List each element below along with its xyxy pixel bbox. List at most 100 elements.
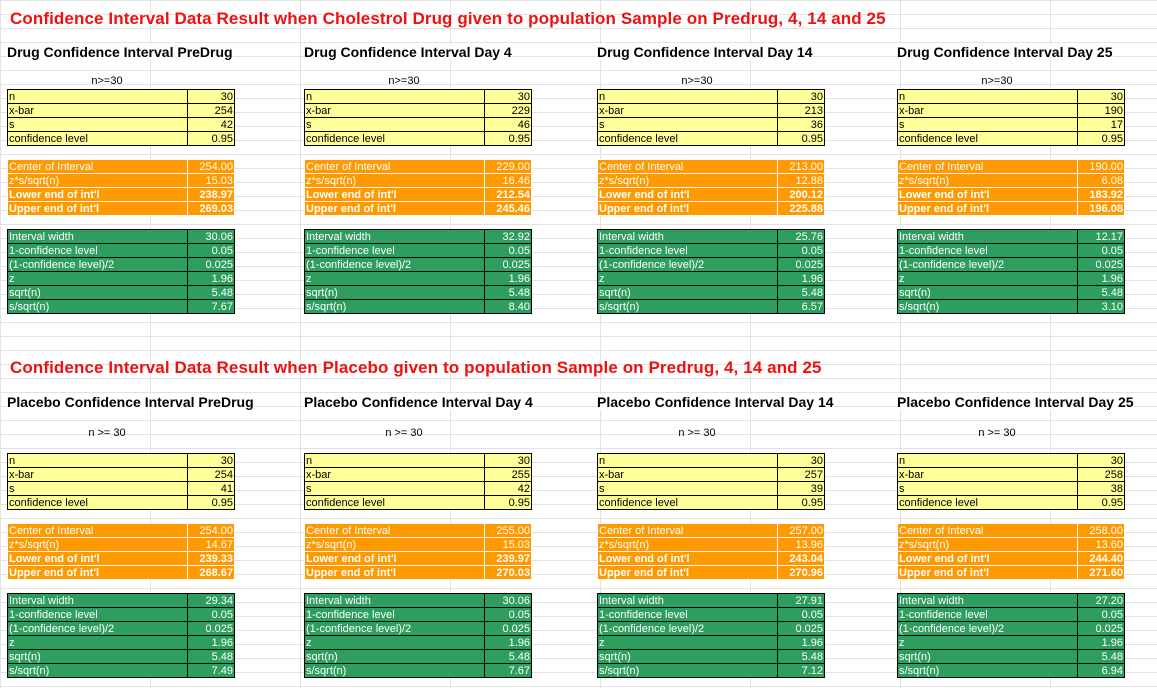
- row-value[interactable]: 6.94: [1101, 665, 1123, 677]
- row-label[interactable]: Center of Interval: [598, 160, 778, 173]
- row-value[interactable]: 12.88: [795, 175, 823, 187]
- row-label[interactable]: 1-confidence level: [598, 244, 778, 257]
- row-label[interactable]: Upper end of int'l: [8, 566, 188, 579]
- row-value[interactable]: 0.025: [205, 623, 233, 635]
- row-value[interactable]: 183.92: [1089, 189, 1123, 201]
- row-label[interactable]: z*s/sqrt(n): [898, 174, 1078, 187]
- row-label[interactable]: Center of Interval: [305, 160, 485, 173]
- row-label[interactable]: s: [598, 482, 778, 495]
- row-value[interactable]: 258.00: [1089, 525, 1123, 537]
- row-label[interactable]: s/sqrt(n): [898, 664, 1078, 677]
- row-value[interactable]: 1.96: [801, 273, 823, 285]
- row-label[interactable]: s: [305, 118, 485, 131]
- row-label[interactable]: sqrt(n): [898, 650, 1078, 663]
- row-value[interactable]: 258: [1104, 469, 1123, 481]
- row-label[interactable]: Interval width: [898, 230, 1078, 243]
- row-value[interactable]: 1.96: [1101, 273, 1123, 285]
- row-label[interactable]: 1-confidence level: [8, 244, 188, 257]
- row-label[interactable]: z: [898, 272, 1078, 285]
- row-label[interactable]: (1-confidence level)/2: [8, 622, 188, 635]
- row-label[interactable]: confidence level: [598, 496, 778, 509]
- row-label[interactable]: z: [898, 636, 1078, 649]
- row-label[interactable]: Center of Interval: [305, 524, 485, 537]
- row-value[interactable]: 14.67: [205, 539, 233, 551]
- row-value[interactable]: 0.95: [801, 133, 823, 145]
- row-label[interactable]: Center of Interval: [8, 524, 188, 537]
- row-value[interactable]: 7.67: [211, 301, 233, 313]
- row-value[interactable]: 0.025: [205, 259, 233, 271]
- row-value[interactable]: 271.60: [1089, 567, 1123, 579]
- row-label[interactable]: Upper end of int'l: [305, 566, 485, 579]
- row-value[interactable]: 212.54: [496, 189, 530, 201]
- row-label[interactable]: x-bar: [8, 468, 188, 481]
- row-value[interactable]: 243.04: [789, 553, 823, 565]
- row-label[interactable]: z*s/sqrt(n): [898, 538, 1078, 551]
- row-label[interactable]: Lower end of int'l: [598, 552, 778, 565]
- row-label[interactable]: z*s/sqrt(n): [8, 174, 188, 187]
- row-label[interactable]: Lower end of int'l: [8, 188, 188, 201]
- row-label[interactable]: 1-confidence level: [305, 244, 485, 257]
- row-label[interactable]: s/sqrt(n): [598, 300, 778, 313]
- row-value[interactable]: 245.46: [496, 203, 530, 215]
- row-value[interactable]: 0.025: [795, 259, 823, 271]
- row-value[interactable]: 30: [517, 91, 530, 103]
- row-label[interactable]: sqrt(n): [305, 286, 485, 299]
- row-value[interactable]: 213: [804, 105, 823, 117]
- row-value[interactable]: 229: [511, 105, 530, 117]
- row-value[interactable]: 27.91: [795, 595, 823, 607]
- row-label[interactable]: confidence level: [898, 132, 1078, 145]
- row-value[interactable]: 16.46: [502, 175, 530, 187]
- row-label[interactable]: 1-confidence level: [8, 608, 188, 621]
- row-value[interactable]: 15.03: [502, 539, 530, 551]
- row-value[interactable]: 5.48: [801, 287, 823, 299]
- row-label[interactable]: z*s/sqrt(n): [598, 174, 778, 187]
- row-value[interactable]: 42: [220, 119, 233, 131]
- row-value[interactable]: 30: [220, 91, 233, 103]
- row-label[interactable]: z: [8, 272, 188, 285]
- row-label[interactable]: x-bar: [598, 468, 778, 481]
- row-value[interactable]: 254: [214, 469, 233, 481]
- row-label[interactable]: Center of Interval: [898, 524, 1078, 537]
- row-value[interactable]: 270.03: [496, 567, 530, 579]
- row-label[interactable]: s/sqrt(n): [8, 664, 188, 677]
- row-value[interactable]: 3.10: [1101, 301, 1123, 313]
- row-value[interactable]: 196.08: [1089, 203, 1123, 215]
- row-value[interactable]: 0.05: [211, 245, 233, 257]
- row-label[interactable]: s/sqrt(n): [305, 664, 485, 677]
- row-value[interactable]: 1.96: [801, 637, 823, 649]
- row-value[interactable]: 225.88: [789, 203, 823, 215]
- row-value[interactable]: 268.67: [199, 567, 233, 579]
- row-value[interactable]: 38: [1110, 483, 1123, 495]
- row-value[interactable]: 0.05: [801, 245, 823, 257]
- row-value[interactable]: 1.96: [211, 637, 233, 649]
- row-label[interactable]: z: [305, 272, 485, 285]
- row-value[interactable]: 255.00: [496, 525, 530, 537]
- row-value[interactable]: 0.95: [211, 497, 233, 509]
- row-value[interactable]: 30.06: [502, 595, 530, 607]
- row-label[interactable]: n: [898, 454, 1078, 467]
- row-label[interactable]: Upper end of int'l: [8, 202, 188, 215]
- row-value[interactable]: 6.08: [1101, 175, 1123, 187]
- row-value[interactable]: 200.12: [789, 189, 823, 201]
- row-value[interactable]: 5.48: [508, 651, 530, 663]
- row-value[interactable]: 15.03: [205, 175, 233, 187]
- row-label[interactable]: x-bar: [305, 104, 485, 117]
- row-label[interactable]: sqrt(n): [8, 650, 188, 663]
- row-label[interactable]: confidence level: [305, 496, 485, 509]
- row-value[interactable]: 0.95: [508, 133, 530, 145]
- row-label[interactable]: Center of Interval: [898, 160, 1078, 173]
- row-value[interactable]: 0.05: [1101, 245, 1123, 257]
- row-label[interactable]: n: [598, 90, 778, 103]
- row-value[interactable]: 6.57: [801, 301, 823, 313]
- row-value[interactable]: 0.025: [795, 623, 823, 635]
- row-value[interactable]: 7.67: [508, 665, 530, 677]
- row-value[interactable]: 30: [810, 91, 823, 103]
- row-label[interactable]: (1-confidence level)/2: [898, 258, 1078, 271]
- row-label[interactable]: s/sqrt(n): [305, 300, 485, 313]
- row-label[interactable]: Upper end of int'l: [598, 202, 778, 215]
- row-label[interactable]: z*s/sqrt(n): [598, 538, 778, 551]
- row-label[interactable]: (1-confidence level)/2: [598, 258, 778, 271]
- row-value[interactable]: 42: [517, 483, 530, 495]
- row-value[interactable]: 257.00: [789, 525, 823, 537]
- row-value[interactable]: 5.48: [211, 651, 233, 663]
